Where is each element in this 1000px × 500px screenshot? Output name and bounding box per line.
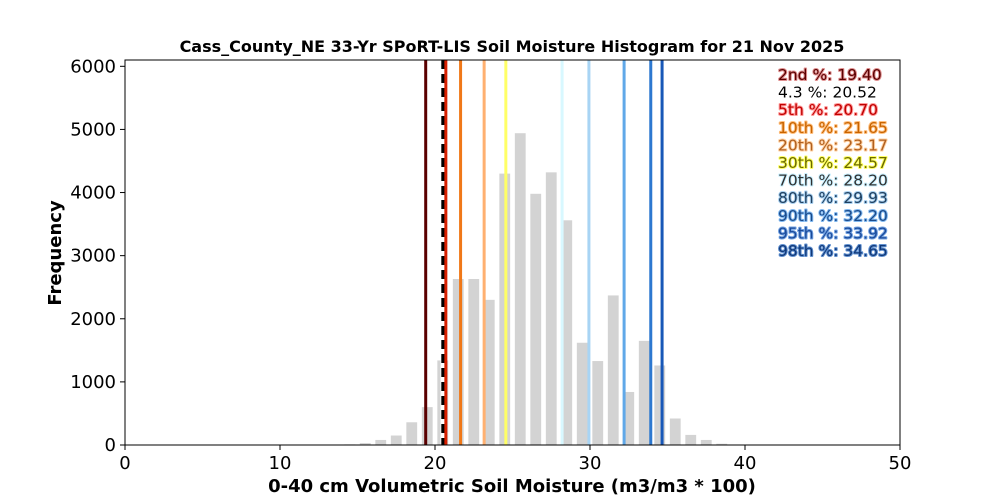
x-tick-label: 50 (889, 453, 912, 474)
legend-entry-6: 70th %: 28.20 (778, 172, 888, 190)
histogram-bar (716, 443, 728, 445)
histogram-bar (545, 172, 557, 445)
percentile-lines-group (424, 60, 664, 445)
histogram-bar (638, 340, 650, 445)
histogram-bar (514, 133, 526, 445)
histogram-bar (654, 365, 666, 445)
x-tick-label: 30 (579, 453, 602, 474)
plot-frame (124, 59, 901, 446)
x-tick-label: 0 (119, 453, 130, 474)
legend-entry-7: 80th %: 29.93 (778, 189, 888, 207)
histogram-bar (669, 418, 681, 445)
histogram-bar (530, 193, 542, 445)
histogram-bar (607, 295, 619, 445)
legend-entry-5: 30th %: 24.57 (778, 154, 888, 172)
x-axis: 0 10 20 30 40 50 (119, 445, 911, 474)
histogram-bar (623, 391, 635, 445)
histogram-bar (483, 299, 495, 445)
histogram-bar (561, 220, 573, 445)
x-tick-label: 40 (734, 453, 757, 474)
histogram-bar (592, 361, 604, 445)
y-tick-label: 6000 (70, 56, 116, 77)
histogram-bar (685, 434, 697, 445)
bars-group (344, 133, 728, 445)
y-tick-label: 5000 (70, 119, 116, 140)
y-tick-label: 0 (105, 435, 116, 456)
histogram-bar (700, 439, 712, 445)
legend-entry-0: 2nd %: 19.40 (778, 66, 882, 84)
x-tick-label: 10 (269, 453, 292, 474)
histogram-bar (421, 407, 433, 445)
histogram-bar (390, 435, 402, 445)
y-axis: 0 1000 2000 3000 4000 5000 6000 (70, 56, 125, 456)
x-tick-label: 20 (424, 453, 447, 474)
histogram-bar (359, 443, 371, 445)
legend-entry-3: 10th %: 21.65 (778, 119, 888, 137)
x-axis-label: 0-40 cm Volumetric Soil Moisture (m3/m3 … (268, 476, 756, 497)
legend-entry-4: 20th %: 23.17 (778, 136, 888, 154)
legend-entry-8: 90th %: 32.20 (778, 207, 888, 225)
legend-entry-9: 95th %: 33.92 (778, 224, 888, 242)
histogram-bar (406, 422, 418, 445)
chart-title: Cass_County_NE 33-Yr SPoRT-LIS Soil Mois… (180, 37, 845, 56)
y-tick-label: 1000 (70, 372, 116, 393)
histogram-bar (576, 342, 588, 445)
histogram-bar (452, 279, 464, 445)
legend-entry-1: 4.3 %: 20.52 (778, 84, 877, 102)
histogram-bar (468, 279, 480, 445)
legend-entry-10: 98th %: 34.65 (778, 242, 888, 260)
y-tick-label: 4000 (70, 183, 116, 204)
y-tick-label: 3000 (70, 246, 116, 267)
legend-entry-2: 5th %: 20.70 (778, 101, 878, 119)
y-axis-label: Frequency (45, 200, 66, 306)
y-tick-label: 2000 (70, 309, 116, 330)
histogram-bar (375, 439, 387, 445)
